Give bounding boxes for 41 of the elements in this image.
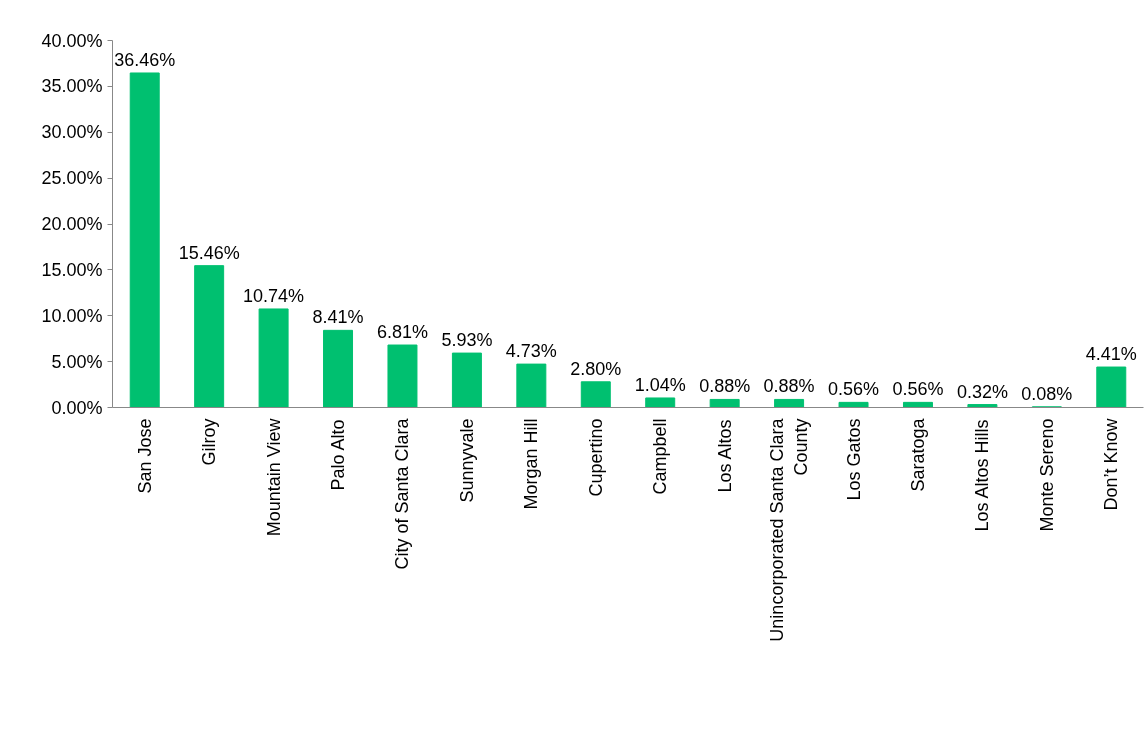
- data-label: 8.41%: [312, 307, 364, 328]
- x-tick-label: Unincorporated Santa Clara County: [767, 417, 812, 642]
- data-label: 4.41%: [1085, 344, 1137, 365]
- x-tick-label: San Jose: [134, 418, 155, 494]
- y-tick-label: 15.00%: [41, 259, 103, 280]
- x-tick-label: City of Santa Clara: [392, 417, 413, 570]
- y-tick-label: 10.00%: [41, 305, 103, 326]
- data-label: 10.74%: [243, 285, 305, 306]
- x-tick-label: Mountain View: [263, 417, 284, 537]
- data-label: 6.81%: [376, 322, 428, 343]
- data-label: 15.46%: [178, 242, 240, 263]
- y-tick-label: 40.00%: [41, 30, 103, 51]
- data-label: 0.32%: [956, 381, 1008, 402]
- x-tick-label: Los Altos: [714, 419, 735, 493]
- x-tick-label: Los Altos Hills: [972, 419, 993, 532]
- y-tick-label: 0.00%: [51, 397, 103, 418]
- x-tick-label: Campbell: [650, 418, 671, 495]
- data-label: 4.73%: [505, 341, 557, 362]
- data-label: 1.04%: [634, 374, 686, 395]
- x-tick-label: Los Gatos: [843, 418, 864, 501]
- x-tick-label: Cupertino: [585, 418, 606, 497]
- x-tick-label: Palo Alto: [328, 419, 349, 491]
- x-tick-label: Saratoga: [907, 417, 928, 492]
- data-label: 2.80%: [570, 358, 622, 379]
- data-label: 0.08%: [1021, 383, 1073, 404]
- y-tick-label: 5.00%: [51, 351, 103, 372]
- y-tick-label: 30.00%: [41, 122, 103, 143]
- data-label: 5.93%: [441, 330, 493, 351]
- y-tick-label: 35.00%: [41, 76, 103, 97]
- data-label: 0.88%: [699, 376, 751, 397]
- data-label: 0.56%: [828, 379, 880, 400]
- x-tick-label: Gilroy: [199, 418, 220, 466]
- y-tick-label: 25.00%: [41, 168, 103, 189]
- y-tick-label: 20.00%: [41, 214, 103, 234]
- x-tick-label: Don’t Know: [1101, 417, 1122, 511]
- x-tick-label: Morgan Hill: [521, 418, 542, 510]
- data-label: 0.88%: [763, 376, 815, 397]
- data-label: 36.46%: [114, 49, 176, 70]
- x-tick-label: Sunnyvale: [456, 418, 477, 503]
- data-label: 0.56%: [892, 379, 944, 400]
- x-tick-label: Monte Sereno: [1036, 418, 1057, 532]
